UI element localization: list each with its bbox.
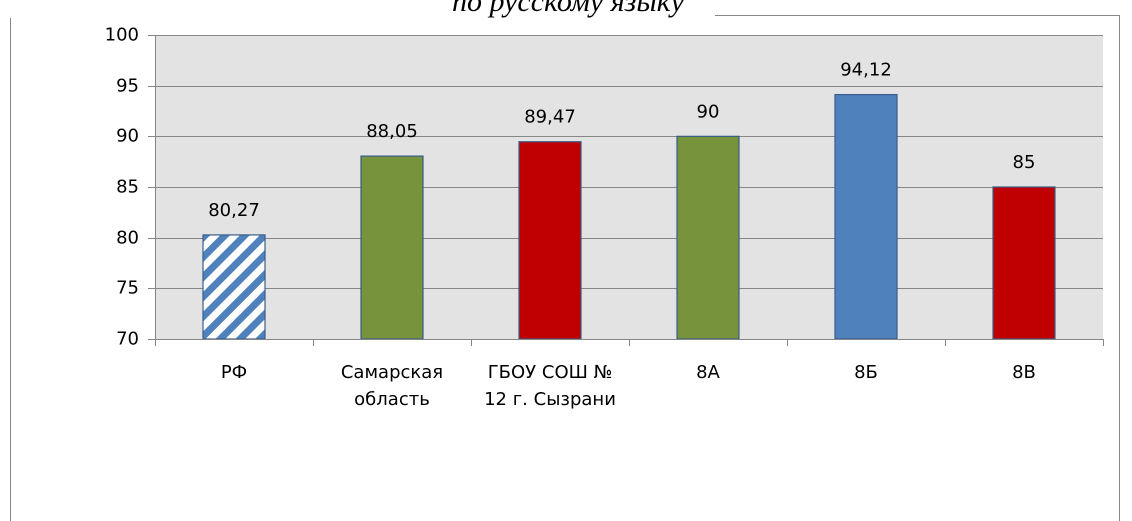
data-label: 88,05 [366, 121, 418, 142]
data-label: 94,12 [840, 60, 892, 81]
bar [834, 93, 898, 340]
bar [992, 186, 1056, 340]
x-tick-label: ГБОУ СОШ № 12 г. Сызрани [484, 362, 616, 410]
data-label: 85 [1013, 152, 1036, 173]
y-tick-label: 80 [116, 228, 139, 249]
x-tick-label: РФ [220, 362, 248, 383]
y-tick-label: 70 [116, 329, 139, 350]
x-tick-label: 8А [696, 362, 720, 383]
y-tick-label: 85 [116, 177, 139, 198]
chart-title: по русскому языку [452, 0, 685, 18]
bar [360, 155, 424, 340]
y-tick-label: 95 [116, 76, 139, 97]
data-label: 89,47 [524, 107, 576, 128]
x-tick-label: Самарская область [340, 362, 444, 410]
x-tick-label: 8В [1012, 362, 1036, 383]
data-label: 90 [697, 101, 720, 122]
x-tick-label: 8Б [854, 362, 878, 383]
y-tick-label: 75 [116, 278, 139, 299]
y-tick-label: 100 [105, 25, 139, 46]
y-tick-label: 90 [116, 126, 139, 147]
bar [676, 135, 740, 340]
bar [202, 234, 266, 340]
bar [518, 141, 582, 340]
data-label: 80,27 [208, 200, 260, 221]
